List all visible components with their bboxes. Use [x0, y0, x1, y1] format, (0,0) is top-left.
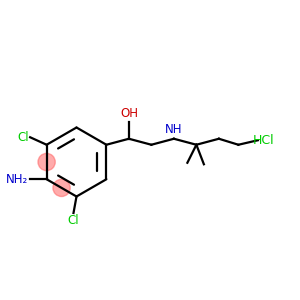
Text: Cl: Cl: [17, 131, 28, 144]
Text: Cl: Cl: [68, 214, 79, 227]
Text: NH₂: NH₂: [6, 173, 28, 186]
Text: HCl: HCl: [253, 134, 275, 148]
Ellipse shape: [38, 153, 55, 171]
Text: OH: OH: [120, 107, 138, 120]
Text: NH: NH: [165, 123, 183, 136]
Ellipse shape: [53, 179, 70, 196]
